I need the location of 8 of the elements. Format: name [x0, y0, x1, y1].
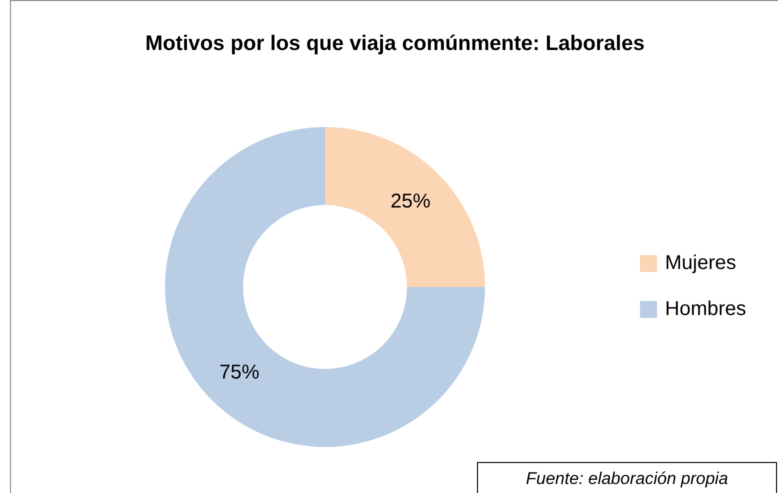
legend-label: Mujeres: [665, 252, 736, 274]
data-label: 25%: [390, 190, 431, 212]
legend-label: Hombres: [665, 298, 746, 320]
chart-title: Motivos por los que viaja comúnmente: Laborales: [144, 32, 646, 56]
donut-slice: [165, 127, 485, 447]
data-label: 75%: [219, 362, 260, 384]
source-note: Fuente: elaboración propia: [477, 462, 777, 493]
donut-slice: [325, 127, 485, 287]
